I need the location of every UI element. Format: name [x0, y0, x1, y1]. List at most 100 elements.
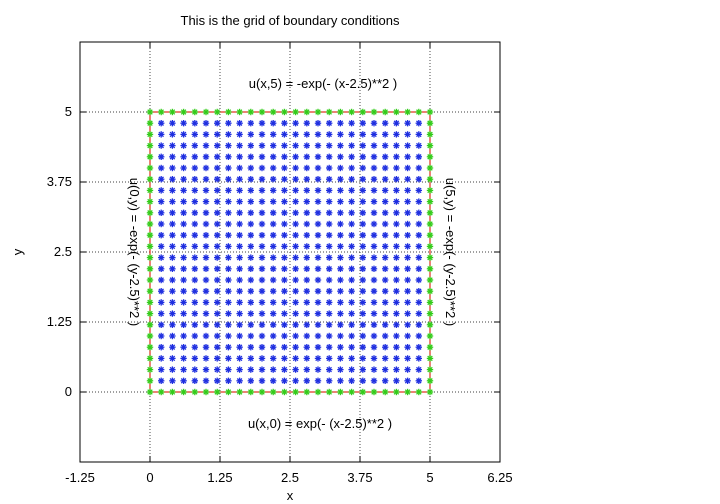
interior-point [158, 142, 165, 149]
interior-point [180, 355, 187, 362]
interior-point [326, 164, 333, 172]
boundary-point [146, 187, 154, 194]
interior-point [314, 232, 322, 239]
interior-point [370, 142, 378, 149]
interior-point [236, 209, 243, 216]
x-tick-label: 0 [146, 470, 153, 485]
interior-point [393, 344, 400, 351]
boundary-point [202, 388, 210, 396]
interior-point [303, 377, 310, 384]
interior-point [404, 153, 411, 160]
interior-point [225, 243, 232, 250]
interior-point [393, 198, 400, 205]
interior-point [326, 209, 333, 216]
boundary-point [426, 310, 434, 317]
boundary-point [281, 108, 288, 116]
interior-point [348, 366, 355, 373]
interior-point [270, 232, 277, 239]
interior-point [292, 164, 299, 172]
interior-point [180, 276, 187, 284]
interior-point [393, 332, 400, 340]
interior-point [225, 276, 232, 284]
interior-point [382, 299, 389, 306]
interior-point [393, 176, 400, 183]
interior-point [337, 142, 344, 149]
interior-point [359, 254, 366, 261]
boundary-point [146, 254, 154, 261]
boundary-point [426, 209, 434, 216]
interior-point [303, 355, 310, 362]
interior-point [202, 310, 210, 317]
interior-point [382, 265, 389, 272]
interior-point [158, 355, 165, 362]
interior-point [247, 209, 254, 216]
interior-point [359, 310, 366, 317]
interior-point [393, 187, 400, 194]
interior-point [158, 310, 165, 317]
boundary-point [426, 344, 434, 351]
interior-point [314, 366, 322, 373]
interior-point [348, 332, 355, 340]
interior-point [225, 310, 232, 317]
ticks [79, 42, 501, 462]
boundary-point [348, 108, 355, 116]
interior-point [337, 232, 344, 239]
interior-point [214, 332, 221, 340]
interior-point [258, 332, 266, 340]
interior-point [214, 299, 221, 306]
interior-point [202, 131, 210, 138]
interior-point [292, 288, 299, 295]
interior-point [214, 187, 221, 194]
interior-point [214, 243, 221, 250]
interior-point [393, 254, 400, 261]
interior-point [359, 142, 366, 149]
interior-point [258, 232, 266, 239]
boundary-point [146, 366, 154, 373]
interior-point [169, 344, 176, 351]
interior-point [191, 288, 198, 295]
interior-point [348, 310, 355, 317]
interior-point [225, 120, 232, 127]
interior-point [303, 299, 310, 306]
boundary-point [314, 388, 322, 396]
interior-point [180, 209, 187, 216]
interior-point [214, 344, 221, 351]
interior-point [292, 198, 299, 205]
interior-point [404, 299, 411, 306]
interior-point [348, 321, 355, 328]
interior-point [247, 220, 254, 228]
boundary-point [146, 276, 154, 284]
annotation-left: u(0,y) = -exp(- (y-2.5)**2 ) [127, 178, 142, 326]
interior-point [303, 198, 310, 205]
interior-point [337, 288, 344, 295]
boundary-point [158, 108, 165, 116]
y-tick-label: 3.75 [47, 174, 72, 189]
interior-point [169, 209, 176, 216]
interior-point [214, 198, 221, 205]
interior-point [415, 310, 422, 317]
interior-point [225, 153, 232, 160]
interior-point [191, 377, 198, 384]
interior-point [314, 209, 322, 216]
interior-point [247, 243, 254, 250]
boundary-point [146, 377, 154, 384]
interior-point [225, 198, 232, 205]
y-tick-label: 0 [65, 384, 72, 399]
boundary-point [225, 108, 232, 116]
interior-point [202, 120, 210, 127]
interior-point [258, 131, 266, 138]
interior-point [337, 321, 344, 328]
interior-point [415, 187, 422, 194]
interior-point [415, 288, 422, 295]
interior-point [292, 243, 299, 250]
boundary-point [146, 209, 154, 216]
interior-point [404, 321, 411, 328]
interior-point [404, 142, 411, 149]
interior-point [314, 176, 322, 183]
interior-point [158, 243, 165, 250]
interior-point [326, 344, 333, 351]
interior-point [202, 355, 210, 362]
interior-point [258, 243, 266, 250]
interior-point [382, 153, 389, 160]
interior-point [348, 265, 355, 272]
